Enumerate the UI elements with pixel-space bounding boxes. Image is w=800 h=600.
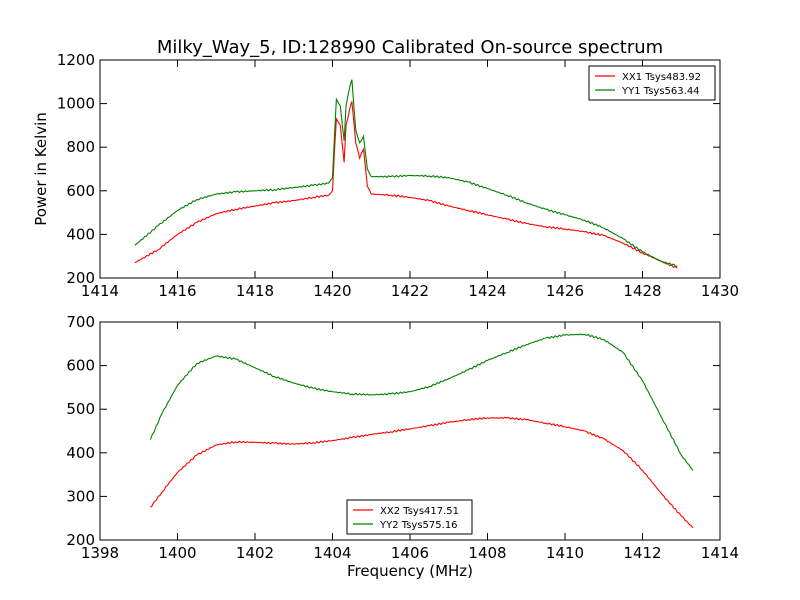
top-x-tick-label: 1430	[701, 282, 739, 300]
top-x-tick-label: 1424	[468, 282, 506, 300]
bottom-y-tick-label: 700	[66, 313, 95, 331]
top-legend-box	[588, 65, 716, 101]
bottom-x-tick-label: 1412	[623, 544, 661, 562]
bottom-x-tick-label: 1400	[158, 544, 196, 562]
top-y-tick-label: 1000	[57, 95, 95, 113]
top-chart-panel: 1414 1416 1418 1420 1422 1424 1426 1428 1430 200 4…	[57, 51, 739, 300]
bottom-legend-label-2: YY2 Tsys575.16	[379, 520, 458, 531]
top-y-tick-label: 800	[66, 138, 95, 156]
bottom-x-tick-label: 1398	[81, 544, 119, 562]
bottom-chart-panel: 1398 1400 1402 1404 1406 1408 1410 1412 1414 200 3…	[66, 313, 739, 562]
top-legend-label-1: XX1 Tsys483.92	[622, 72, 701, 83]
bottom-x-tick-label: 1404	[313, 544, 351, 562]
top-x-tick-label: 1414	[81, 282, 119, 300]
bottom-series-1-line	[149, 416, 694, 529]
top-x-tick-label: 1426	[546, 282, 584, 300]
top-legend: XX1 Tsys483.92 YY1 Tsys563.44	[588, 65, 716, 101]
top-y-tick-label: 600	[66, 182, 95, 200]
top-x-tick-label: 1422	[391, 282, 429, 300]
bottom-x-tick-label: 1410	[546, 544, 584, 562]
top-y-tick-label: 1200	[57, 51, 95, 69]
bottom-series-2-line	[149, 333, 694, 471]
bottom-legend-box	[346, 499, 473, 535]
top-y-tick-label: 200	[66, 269, 95, 287]
bottom-legend: XX2 Tsys417.51 YY2 Tsys575.16	[346, 499, 473, 535]
bottom-legend-label-1: XX2 Tsys417.51	[380, 506, 459, 517]
bottom-x-tick-label: 1414	[701, 544, 739, 562]
bottom-x-tick-label: 1406	[391, 544, 429, 562]
top-x-tick-label: 1420	[313, 282, 351, 300]
bottom-x-tick-label: 1408	[468, 544, 506, 562]
bottom-x-tick-label: 1402	[236, 544, 274, 562]
bottom-y-tick-label: 500	[66, 400, 95, 418]
top-y-tick-label: 400	[66, 225, 95, 243]
top-series-2-line	[134, 79, 678, 267]
top-y-axis-label: Power in Kelvin	[32, 112, 50, 226]
chart-title: Milky_Way_5, ID:128990 Calibrated On-sou…	[157, 37, 663, 58]
bottom-y-tick-label: 400	[66, 444, 95, 462]
top-x-tick-label: 1416	[158, 282, 196, 300]
top-x-tick-label: 1428	[623, 282, 661, 300]
bottom-y-tick-label: 200	[66, 531, 95, 549]
top-series-1-line	[134, 101, 678, 269]
bottom-x-axis-label: Frequency (MHz)	[347, 562, 473, 580]
top-x-tick-label: 1418	[236, 282, 274, 300]
bottom-y-tick-label: 600	[66, 357, 95, 375]
top-legend-label-2: YY1 Tsys563.44	[621, 86, 700, 97]
bottom-y-tick-label: 300	[66, 487, 95, 505]
